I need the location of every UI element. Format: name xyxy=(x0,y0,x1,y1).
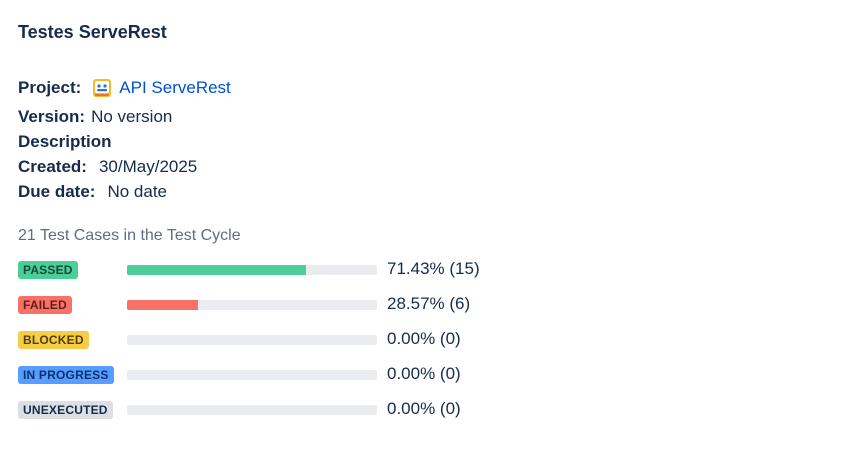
project-label: Project: xyxy=(18,78,82,97)
status-percent-blocked: 0.00% (0) xyxy=(387,329,461,348)
progress-track-in-progress xyxy=(127,370,377,380)
version-label: Version: xyxy=(18,107,86,126)
status-badge-in-progress[interactable]: IN PROGRESS xyxy=(18,366,114,384)
progress-fill-failed xyxy=(127,300,199,310)
page-title: Testes ServeRest xyxy=(18,22,167,42)
project-avatar-icon xyxy=(93,79,112,97)
test-case-summary: 21 Test Cases in the Test Cycle xyxy=(18,227,241,244)
progress-track-blocked xyxy=(127,335,377,345)
progress-track-failed xyxy=(127,300,377,310)
created-row: Created: 30/May/2025 xyxy=(18,157,197,177)
due-date-label: Due date: xyxy=(18,182,96,201)
status-percent-in-progress: 0.00% (0) xyxy=(387,364,461,383)
status-badge-blocked[interactable]: BLOCKED xyxy=(18,331,89,349)
due-date-row: Due date: No date xyxy=(18,182,167,202)
description-row: Description xyxy=(18,132,112,152)
status-row-passed: PASSED 71.43% (15) xyxy=(18,259,718,280)
progress-track-unexecuted xyxy=(127,405,377,415)
status-percent-unexecuted: 0.00% (0) xyxy=(387,399,461,418)
status-badge-passed[interactable]: PASSED xyxy=(18,261,78,279)
status-row-unexecuted: UNEXECUTED 0.00% (0) xyxy=(18,399,718,420)
status-percent-failed: 28.57% (6) xyxy=(387,294,471,313)
progress-fill-passed xyxy=(127,265,306,275)
created-value: 30/May/2025 xyxy=(98,157,198,176)
status-row-failed: FAILED 28.57% (6) xyxy=(18,294,718,315)
project-name: API ServeRest xyxy=(119,78,231,97)
version-row: Version: No version xyxy=(18,107,172,127)
due-date-value: No date xyxy=(107,182,168,201)
project-row: Project: API ServeRest xyxy=(18,78,231,98)
status-badge-unexecuted[interactable]: UNEXECUTED xyxy=(18,401,113,419)
status-row-in-progress: IN PROGRESS 0.00% (0) xyxy=(18,364,718,385)
status-percent-passed: 71.43% (15) xyxy=(387,259,480,278)
description-label: Description xyxy=(18,132,112,151)
status-row-blocked: BLOCKED 0.00% (0) xyxy=(18,329,718,350)
version-value: No version xyxy=(91,107,173,126)
status-badge-failed[interactable]: FAILED xyxy=(18,296,72,314)
created-label: Created: xyxy=(18,157,87,176)
progress-track-passed xyxy=(127,265,377,275)
project-link[interactable]: API ServeRest xyxy=(93,78,231,98)
